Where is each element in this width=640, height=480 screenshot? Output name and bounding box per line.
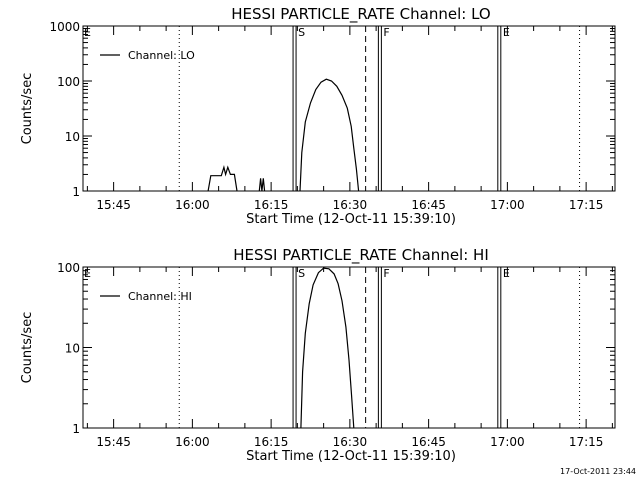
x-tick-label: 16:15 [254, 435, 289, 449]
x-tick-label: 17:15 [569, 198, 604, 212]
marker-label: E [503, 26, 510, 39]
y-tick-label: 10 [65, 130, 80, 144]
x-tick-label: 17:00 [490, 435, 525, 449]
x-tick-label: 17:00 [490, 198, 525, 212]
chart-title: HESSI PARTICLE_RATE Channel: HI [233, 246, 489, 265]
x-tick-label: 16:30 [333, 435, 368, 449]
marker-label: F [383, 26, 389, 39]
marker-label: F [383, 267, 389, 280]
legend-entry: Channel: HI [128, 290, 192, 303]
series-line [300, 267, 355, 429]
x-tick-label: 16:30 [333, 198, 368, 212]
marker-label: E [84, 267, 91, 280]
series-line [299, 78, 360, 192]
marker-label: S [298, 267, 305, 280]
chart-panel-1: HESSI PARTICLE_RATE Channel: LO 1 10 100 100… [20, 5, 616, 227]
x-axis-label: Start Time (12-Oct-11 15:39:10) [246, 449, 456, 464]
x-tick-label: 15:45 [96, 435, 131, 449]
x-tick-label: 16:00 [175, 435, 210, 449]
series-line [258, 178, 266, 192]
series-line [207, 165, 238, 192]
marker-label: E [84, 26, 91, 39]
x-tick-label: 16:00 [175, 198, 210, 212]
y-tick-label: 1 [72, 185, 80, 199]
legend-entry: Channel: LO [128, 49, 195, 62]
y-tick-label: 1 [72, 422, 80, 436]
y-axis-label: Counts/sec [20, 73, 35, 145]
y-tick-label: 1000 [49, 20, 80, 34]
chart-panel-2: HESSI PARTICLE_RATE Channel: HI 1 10 100 Cou… [20, 246, 616, 464]
plot-frame [82, 25, 616, 192]
timestamp: 17-Oct-2011 23:44 [560, 467, 636, 476]
y-axis-label: Counts/sec [20, 312, 35, 384]
x-tick-label: 16:45 [411, 435, 446, 449]
x-axis-label: Start Time (12-Oct-11 15:39:10) [246, 212, 456, 227]
chart-title: HESSI PARTICLE_RATE Channel: LO [231, 5, 490, 24]
marker-label: E [503, 267, 510, 280]
y-tick-label: 100 [57, 75, 80, 89]
y-tick-label: 10 [65, 342, 80, 356]
x-tick-label: 16:15 [254, 198, 289, 212]
marker-label: S [298, 26, 305, 39]
y-tick-label: 100 [57, 261, 80, 275]
x-tick-label: 16:45 [411, 198, 446, 212]
x-tick-label: 15:45 [96, 198, 131, 212]
x-tick-label: 17:15 [569, 435, 604, 449]
